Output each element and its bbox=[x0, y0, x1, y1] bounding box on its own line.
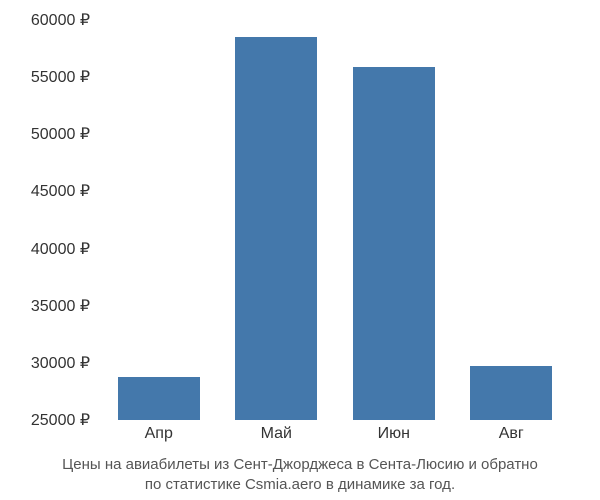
caption-line-1: Цены на авиабилеты из Сент-Джорджеса в С… bbox=[0, 455, 600, 475]
y-axis: 60000 ₽ 55000 ₽ 50000 ₽ 45000 ₽ 40000 ₽ … bbox=[0, 20, 95, 420]
x-label: Июн bbox=[378, 425, 410, 443]
y-tick: 40000 ₽ bbox=[31, 239, 90, 259]
y-tick: 50000 ₽ bbox=[31, 124, 90, 144]
bar bbox=[470, 366, 552, 420]
bar bbox=[353, 67, 435, 420]
bars-container bbox=[100, 20, 570, 420]
bar bbox=[235, 37, 317, 420]
x-axis: Апр Май Июн Авг bbox=[100, 425, 570, 449]
y-tick: 55000 ₽ bbox=[31, 67, 90, 87]
bar-chart bbox=[100, 20, 570, 420]
y-tick: 45000 ₽ bbox=[31, 181, 90, 201]
x-label: Авг bbox=[499, 425, 524, 443]
y-tick: 25000 ₽ bbox=[31, 410, 90, 430]
y-tick: 30000 ₽ bbox=[31, 353, 90, 373]
x-label: Апр bbox=[145, 425, 173, 443]
y-tick: 60000 ₽ bbox=[31, 10, 90, 30]
caption-line-2: по статистике Csmia.aero в динамике за г… bbox=[0, 475, 600, 495]
x-label: Май bbox=[261, 425, 292, 443]
bar bbox=[118, 377, 200, 420]
y-tick: 35000 ₽ bbox=[31, 296, 90, 316]
